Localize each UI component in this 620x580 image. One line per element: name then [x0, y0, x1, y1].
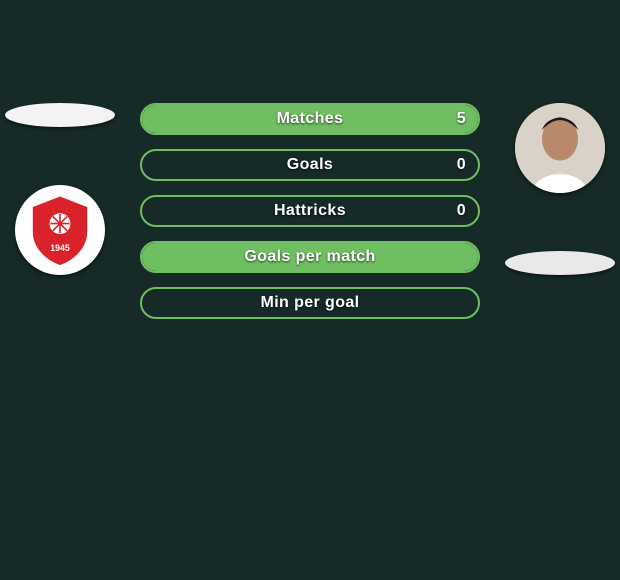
stat-label: Matches [277, 110, 344, 128]
right-player-photo [515, 103, 605, 193]
stat-label: Min per goal [260, 294, 359, 312]
left-nationality-flag [5, 103, 115, 127]
stat-label: Goals per match [244, 248, 375, 266]
stat-row: Goals 0 [140, 149, 480, 181]
shield-icon: 1945 [20, 190, 100, 270]
stat-value-right: 5 [457, 110, 466, 128]
stat-rows: Matches 5 Goals 0 Hattricks 0 Goals per match M… [140, 103, 480, 319]
avatar-icon [515, 103, 605, 193]
svg-text:1945: 1945 [50, 243, 70, 253]
stat-value-right: 0 [457, 202, 466, 220]
stat-row: Hattricks 0 [140, 195, 480, 227]
left-club-badge: 1945 [15, 185, 105, 275]
right-player-column [500, 103, 620, 275]
stat-row: Goals per match [140, 241, 480, 273]
stat-row: Min per goal [140, 287, 480, 319]
stat-label: Goals [287, 156, 333, 174]
right-nationality-flag [505, 251, 615, 275]
stat-row: Matches 5 [140, 103, 480, 135]
comparison-panel: 1945 Matches 5 Goals 0 Hattricks 0 Goals per m… [0, 103, 620, 363]
stat-value-right: 0 [457, 156, 466, 174]
left-player-column: 1945 [0, 103, 120, 275]
stat-label: Hattricks [274, 202, 346, 220]
